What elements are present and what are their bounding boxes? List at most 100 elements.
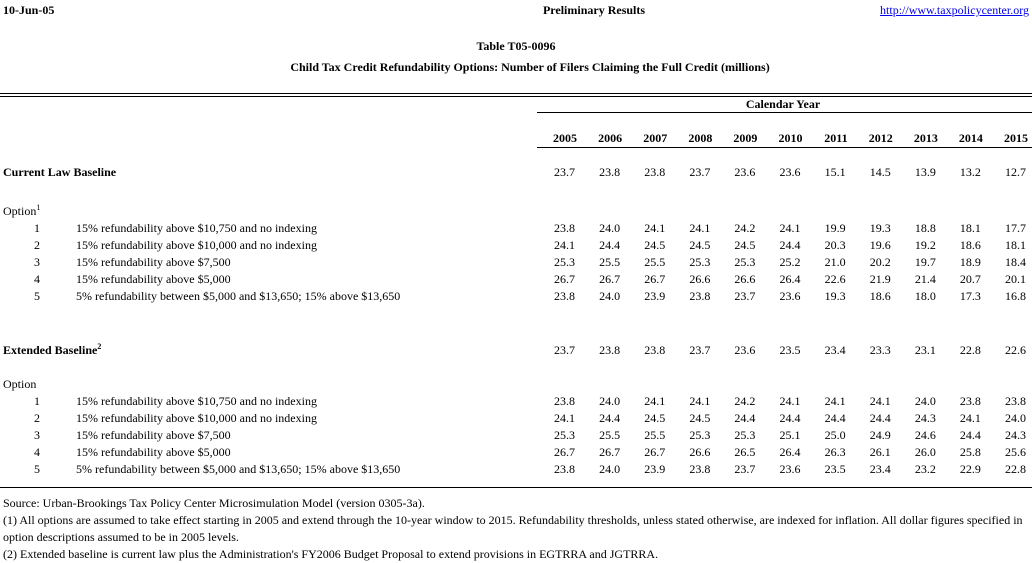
- cell: 23.7: [734, 289, 756, 303]
- year-header: 2006: [598, 131, 623, 145]
- year-header: 2009: [733, 131, 758, 145]
- cell: 13.2: [959, 165, 981, 179]
- option-number: 4: [34, 445, 40, 459]
- cell: 24.4: [599, 411, 621, 425]
- rule: [537, 112, 1032, 113]
- cell: 23.8: [959, 394, 981, 408]
- option-number: 3: [34, 255, 40, 269]
- cell: 23.6: [779, 462, 801, 476]
- cell: 24.4: [959, 428, 981, 442]
- cell: 26.1: [869, 445, 891, 459]
- cell: 22.6: [824, 272, 846, 286]
- year-header: 2008: [688, 131, 713, 145]
- cell: 25.1: [779, 428, 801, 442]
- cell: 24.1: [689, 394, 711, 408]
- year-header: 2015: [1004, 131, 1028, 145]
- year-header: 2007: [643, 131, 668, 145]
- cell: 23.5: [779, 343, 801, 357]
- year-header: 2005: [553, 131, 577, 145]
- year-header: 2010: [778, 131, 803, 145]
- option-number: 1: [34, 221, 40, 235]
- table-subtitle: Child Tax Credit Refundability Options: …: [290, 60, 770, 74]
- cell: 18.8: [914, 221, 936, 235]
- cell: 24.3: [1005, 428, 1026, 442]
- cell: 23.8: [554, 462, 575, 476]
- cell: 25.3: [689, 428, 711, 442]
- cell: 25.8: [959, 445, 981, 459]
- cell: 23.9: [644, 462, 666, 476]
- cell: 24.4: [779, 238, 801, 252]
- cell: 22.9: [959, 462, 981, 476]
- year-header: 2011: [824, 131, 848, 145]
- cell: 23.7: [734, 462, 756, 476]
- cell: 18.9: [959, 255, 981, 269]
- cell: 19.6: [869, 238, 891, 252]
- cell: 23.8: [554, 221, 575, 235]
- cell: 26.5: [734, 445, 756, 459]
- option-description: 15% refundability above $10,000 and no i…: [76, 411, 317, 425]
- cell: 25.2: [779, 255, 801, 269]
- cell: 26.6: [689, 272, 711, 286]
- option-description: 15% refundability above $7,500: [76, 255, 231, 269]
- cell: 24.0: [599, 394, 621, 408]
- cell: 25.5: [644, 255, 666, 269]
- cell: 24.0: [599, 289, 621, 303]
- rule: [0, 93, 1032, 94]
- baseline-label: Extended Baseline2: [3, 342, 102, 358]
- note: Source: Urban-Brookings Tax Policy Cente…: [3, 496, 425, 510]
- date: 10-Jun-05: [3, 3, 55, 17]
- cell: 24.6: [914, 428, 936, 442]
- cell: 23.2: [914, 462, 936, 476]
- cell: 26.7: [644, 272, 666, 286]
- cell: 26.4: [779, 445, 801, 459]
- cell: 24.9: [869, 428, 891, 442]
- cell: 18.0: [914, 289, 936, 303]
- cell: 24.5: [689, 238, 711, 252]
- cell: 26.7: [554, 272, 575, 286]
- cell: 24.1: [824, 394, 846, 408]
- cell: 20.2: [869, 255, 891, 269]
- url: http://www.taxpolicycenter.org: [880, 3, 1029, 17]
- option-label: Option: [3, 377, 36, 391]
- rule: [537, 147, 1032, 148]
- cell: 24.1: [554, 411, 575, 425]
- url-link[interactable]: http://www.taxpolicycenter.org: [880, 3, 1029, 17]
- cell: 24.5: [644, 411, 666, 425]
- table-title: Table T05-0096: [476, 39, 556, 53]
- rule: [0, 96, 1032, 97]
- cell: 19.3: [824, 289, 846, 303]
- cell: 24.4: [824, 411, 846, 425]
- option-description: 5% refundability between $5,000 and $13,…: [76, 289, 401, 303]
- footnote-marker: 1: [36, 203, 41, 212]
- year-header: 2014: [958, 131, 983, 145]
- cell: 24.0: [599, 462, 621, 476]
- cell: 24.2: [734, 221, 756, 235]
- footnote-marker: 2: [97, 342, 102, 351]
- cell: 23.8: [599, 343, 621, 357]
- cell: 24.0: [599, 221, 621, 235]
- cell: 20.3: [824, 238, 846, 252]
- note: (1) All options are assumed to take effe…: [3, 513, 1023, 544]
- cell: 25.0: [824, 428, 846, 442]
- cell: 26.7: [599, 445, 621, 459]
- cell: 22.6: [1005, 343, 1026, 357]
- option-description: 15% refundability above $10,750 and no i…: [76, 221, 317, 235]
- cell: 22.8: [1005, 462, 1026, 476]
- cell: 23.6: [734, 343, 756, 357]
- cell: 24.5: [734, 238, 756, 252]
- cell: 18.4: [1005, 255, 1026, 269]
- cell: 24.1: [689, 221, 711, 235]
- cell: 23.8: [689, 462, 711, 476]
- year-header: 2012: [868, 131, 893, 145]
- cell: 21.4: [914, 272, 936, 286]
- cell: 23.7: [689, 343, 711, 357]
- option-number: 4: [34, 272, 40, 286]
- cell: 24.1: [554, 238, 575, 252]
- cell: 18.6: [959, 238, 981, 252]
- cell: 26.0: [914, 445, 936, 459]
- cell: 23.9: [644, 289, 666, 303]
- cell: 24.2: [734, 394, 756, 408]
- cell: 26.4: [779, 272, 801, 286]
- cell: 19.3: [869, 221, 891, 235]
